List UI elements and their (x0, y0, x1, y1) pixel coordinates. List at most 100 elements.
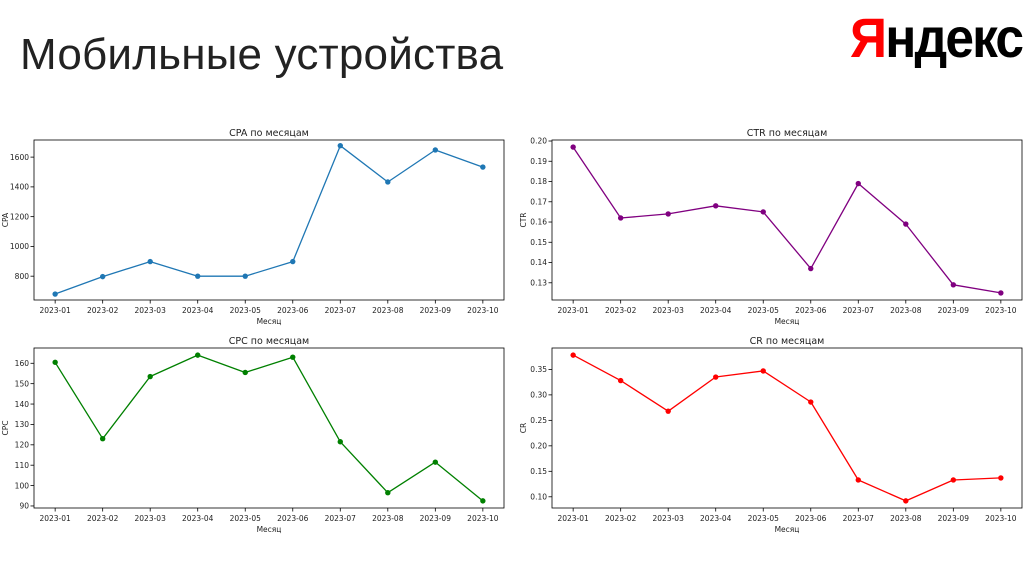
cpa-x-tick-label: 2023-03 (135, 306, 167, 315)
cpc-x-tick-label: 2023-03 (135, 514, 167, 523)
cpc-data-point (99, 436, 106, 442)
ctr-data-point (665, 211, 671, 217)
cpc-chart: CPC по месяцам 2023-01 2023-02 2023-03 2023-… (1, 336, 505, 534)
cpc-x-tick-label: 2023-05 (230, 514, 262, 523)
ctr-data-point (998, 290, 1004, 296)
cpa-data-point (385, 179, 391, 185)
ctr-x-tick-label: 2023-01 (557, 306, 589, 315)
cpc-data-point (385, 490, 391, 496)
cpa-data-point (480, 164, 486, 170)
cr-y-tick-label: 0.30 (530, 391, 547, 400)
cpa-y-tick-label: 1200 (10, 212, 29, 221)
ctr-y-axis-label: CTR (519, 212, 528, 227)
cpa-y-tick-label: 1000 (10, 242, 29, 251)
cpc-x-tick-label: 2023-01 (39, 514, 71, 523)
cr-data-point (950, 477, 957, 483)
cr-x-tick-label: 2023-08 (890, 514, 922, 523)
cpa-data-point (432, 147, 439, 153)
cpa-x-tick-label: 2023-09 (420, 306, 452, 315)
cpc-y-tick-label: 120 (15, 441, 30, 450)
ctr-x-tick-label: 2023-08 (890, 306, 922, 315)
cr-x-tick-label: 2023-03 (653, 514, 685, 523)
cpc-data-point (242, 369, 248, 376)
cr-y-tick-label: 0.25 (530, 416, 547, 425)
cr-chart: CR по месяцам 2023-01 2023-02 2023-03 2023-0… (519, 336, 1023, 534)
cpc-y-tick-label: 130 (15, 420, 30, 429)
cpa-x-tick-label: 2023-01 (39, 306, 71, 315)
ctr-data-point (570, 144, 576, 150)
cpa-chart: CPA по месяцам 2023-01 2023-02 2023-03 2023-… (1, 128, 505, 326)
ctr-chart: CTR по месяцам 2023-01 2023-02 2023-03 2023-… (519, 128, 1023, 326)
cr-x-axis-label: Месяц (775, 525, 800, 534)
cpc-plot-frame (33, 347, 505, 509)
cpc-y-tick-label: 110 (15, 461, 30, 470)
yandex-logo: Яндекс (850, 10, 1024, 66)
cr-chart-title: CR по месяцам (750, 336, 825, 347)
cpa-x-axis-label: Месяц (257, 317, 282, 326)
cr-data-point (808, 399, 814, 405)
cpc-x-tick-label: 2023-09 (420, 514, 452, 523)
cpc-y-tick-label: 140 (15, 400, 30, 409)
ctr-x-tick-label: 2023-04 (700, 306, 732, 315)
cpa-plot-frame (33, 139, 505, 301)
cr-data-point (903, 498, 909, 504)
cpa-data-point (99, 273, 106, 280)
cr-data-point (665, 408, 671, 414)
ctr-x-tick-label: 2023-07 (843, 306, 875, 315)
ctr-y-tick-label: 0.16 (530, 218, 547, 227)
ctr-x-tick-label: 2023-03 (653, 306, 685, 315)
ctr-y-tick-label: 0.19 (530, 157, 547, 166)
cpc-x-tick-label: 2023-07 (325, 514, 357, 523)
cpa-x-tick-label: 2023-06 (277, 306, 309, 315)
cpc-data-point (480, 498, 486, 504)
cpc-y-axis-label: CPC (1, 421, 10, 436)
cpa-y-tick-label: 1600 (10, 153, 29, 162)
cr-x-tick-label: 2023-05 (748, 514, 780, 523)
cr-x-tick-label: 2023-10 (985, 514, 1017, 523)
cpc-x-axis-label: Месяц (257, 525, 282, 534)
cpa-data-point (242, 273, 248, 279)
cpa-data-point (337, 142, 343, 149)
cr-data-point (713, 374, 719, 380)
cr-x-tick-label: 2023-07 (843, 514, 875, 523)
ctr-x-axis-label: Месяц (775, 317, 800, 326)
cpc-data-point (195, 352, 201, 358)
cpa-x-tick-label: 2023-04 (182, 306, 214, 315)
ctr-data-point (760, 209, 766, 215)
cpa-x-tick-label: 2023-07 (325, 306, 357, 315)
ctr-data-point (855, 180, 861, 187)
cr-data-point (617, 377, 624, 384)
ctr-data-point (903, 221, 909, 227)
cr-x-tick-label: 2023-06 (795, 514, 827, 523)
cpc-data-point (290, 354, 296, 360)
cr-y-tick-label: 0.35 (530, 365, 547, 374)
cpc-y-tick-label: 90 (19, 502, 29, 511)
cr-data-point (570, 352, 576, 358)
cpc-series-line (54, 354, 484, 502)
cpa-data-point (147, 258, 153, 265)
cpa-series-line (54, 145, 484, 295)
cpa-data-point (52, 291, 58, 297)
cpc-y-tick-label: 150 (15, 379, 30, 388)
cpc-data-point (432, 459, 439, 465)
cpc-x-tick-label: 2023-08 (372, 514, 404, 523)
ctr-data-point (617, 215, 624, 221)
logo-first-letter: Я (850, 6, 887, 69)
ctr-x-tick-label: 2023-10 (985, 306, 1017, 315)
cpa-y-axis-label: CPA (1, 212, 10, 227)
ctr-y-tick-label: 0.15 (530, 238, 547, 247)
cr-y-tick-label: 0.10 (530, 492, 547, 501)
cr-plot-frame (551, 347, 1023, 509)
cpa-y-tick-label: 1400 (10, 183, 29, 192)
cr-series-line (572, 354, 1001, 502)
logo-rest: ндекс (885, 6, 1024, 69)
cpa-data-point (195, 273, 201, 279)
cpc-y-tick-label: 100 (15, 481, 30, 490)
cr-y-axis-label: CR (519, 423, 528, 433)
cpc-x-tick-label: 2023-06 (277, 514, 309, 523)
cpc-x-tick-label: 2023-04 (182, 514, 214, 523)
cpa-data-point (290, 258, 296, 265)
cr-data-point (998, 475, 1004, 481)
cpc-x-tick-label: 2023-02 (87, 514, 119, 523)
cr-data-point (760, 368, 766, 374)
